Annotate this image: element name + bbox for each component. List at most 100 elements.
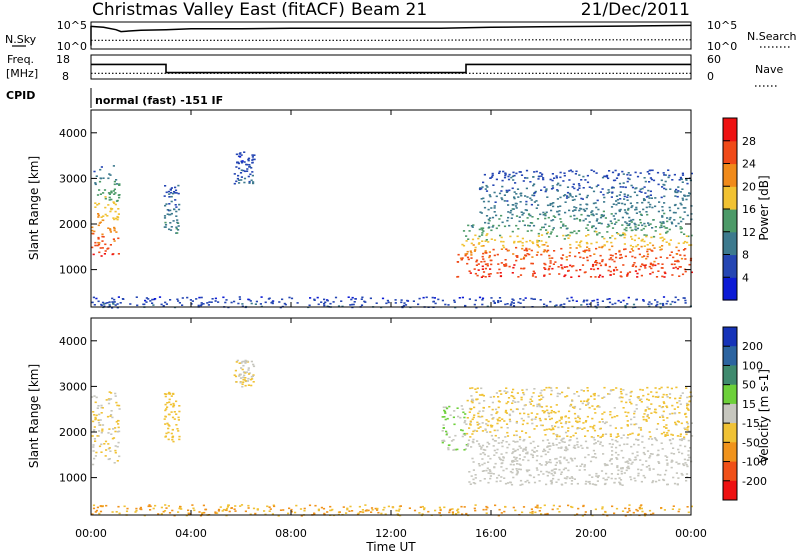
velocity-cell xyxy=(602,453,605,455)
velocity-cell xyxy=(93,426,96,428)
power-cell xyxy=(689,193,692,195)
velocity-cell xyxy=(545,428,548,431)
velocity-cell xyxy=(523,404,526,407)
power-cell xyxy=(533,194,536,197)
velocity-cell xyxy=(263,510,266,512)
velocity-cell xyxy=(601,413,604,415)
velocity-cell xyxy=(367,509,370,512)
velocity-cell xyxy=(111,511,114,513)
velocity-cell xyxy=(481,444,485,447)
power-cell xyxy=(582,300,585,303)
power-cell xyxy=(487,208,490,211)
power-cell xyxy=(238,182,241,184)
power-cell xyxy=(207,304,210,306)
velocity-cell xyxy=(628,507,631,510)
power-cell xyxy=(669,303,672,306)
power-cell xyxy=(547,268,550,271)
velocity-cell xyxy=(554,458,557,460)
velocity-cell xyxy=(686,506,689,508)
power-cell xyxy=(599,274,602,277)
power-cell xyxy=(533,298,536,300)
velocity-cell xyxy=(473,507,476,510)
velocity-cell xyxy=(571,506,574,509)
power-cell xyxy=(478,228,481,231)
power-cell xyxy=(554,305,557,307)
velocity-cell xyxy=(474,504,477,506)
power-cell xyxy=(658,246,661,248)
velocity-cell xyxy=(177,511,180,513)
velocity-cell xyxy=(561,440,564,443)
power-cell xyxy=(469,250,472,252)
velocity-cell xyxy=(551,508,554,511)
velocity-cell xyxy=(108,399,111,401)
power-cell xyxy=(586,194,589,197)
velocity-cell xyxy=(165,408,168,410)
power-cell xyxy=(527,224,530,227)
power-cell xyxy=(394,302,397,304)
velocity-cell xyxy=(530,453,533,456)
velocity-cell xyxy=(590,436,593,438)
velocity-cell xyxy=(624,507,627,510)
power-cell xyxy=(326,305,329,308)
power-cell xyxy=(104,197,107,200)
velocity-cell xyxy=(545,461,548,463)
velocity-cell xyxy=(503,420,506,422)
power-cell xyxy=(283,302,286,305)
power-cell xyxy=(592,190,596,193)
power-cell xyxy=(186,296,189,299)
velocity-cell xyxy=(595,475,598,477)
power-cell xyxy=(680,231,683,234)
power-cell xyxy=(557,205,560,208)
power-cell xyxy=(644,192,647,194)
velocity-cell xyxy=(178,410,181,413)
velocity-cell xyxy=(666,406,669,409)
velocity-cell xyxy=(641,441,644,443)
velocity-cell xyxy=(552,432,555,435)
velocity-cell xyxy=(601,435,604,437)
velocity-cell xyxy=(670,461,673,463)
velocity-cell xyxy=(649,453,653,455)
velocity-cell xyxy=(105,504,108,507)
power-cell xyxy=(609,257,613,259)
velocity-cell xyxy=(531,512,534,515)
power-cell xyxy=(569,215,572,218)
velocity-cell xyxy=(583,464,586,466)
power-cell xyxy=(164,221,167,224)
velocity-cell xyxy=(513,397,516,400)
nsky-right-tick-bottom: 10^0 xyxy=(707,40,737,53)
velocity-cell xyxy=(592,449,595,452)
power-cell xyxy=(506,303,509,305)
velocity-cell xyxy=(125,510,129,513)
power-cell xyxy=(548,265,551,268)
power-cell xyxy=(108,303,111,306)
power-cell xyxy=(103,189,107,191)
velocity-cell xyxy=(486,445,489,448)
power-cell xyxy=(606,231,609,233)
velocity-cell xyxy=(586,389,589,392)
power-cell xyxy=(649,190,652,193)
power-cell xyxy=(617,219,620,222)
velocity-cell xyxy=(626,460,629,462)
power-cell xyxy=(113,202,116,204)
velocity-cell xyxy=(550,393,553,396)
power-cell xyxy=(649,273,652,275)
velocity-cell xyxy=(652,395,655,398)
velocity-cell xyxy=(452,439,455,441)
power-cell xyxy=(498,218,501,220)
power-cell xyxy=(172,220,175,222)
velocity-cell xyxy=(649,435,652,438)
colorbar-swatch xyxy=(723,209,737,233)
velocity-cell xyxy=(585,404,588,406)
power-cell xyxy=(559,176,562,179)
velocity-cell xyxy=(640,480,643,483)
velocity-cell xyxy=(496,477,499,479)
velocity-cell xyxy=(653,437,657,439)
velocity-cell xyxy=(624,411,627,413)
velocity-cell xyxy=(115,421,118,423)
power-cell xyxy=(593,253,596,255)
velocity-cell xyxy=(164,423,167,425)
velocity-cell xyxy=(469,436,472,438)
velocity-cell xyxy=(609,411,612,413)
velocity-cell xyxy=(573,478,576,480)
